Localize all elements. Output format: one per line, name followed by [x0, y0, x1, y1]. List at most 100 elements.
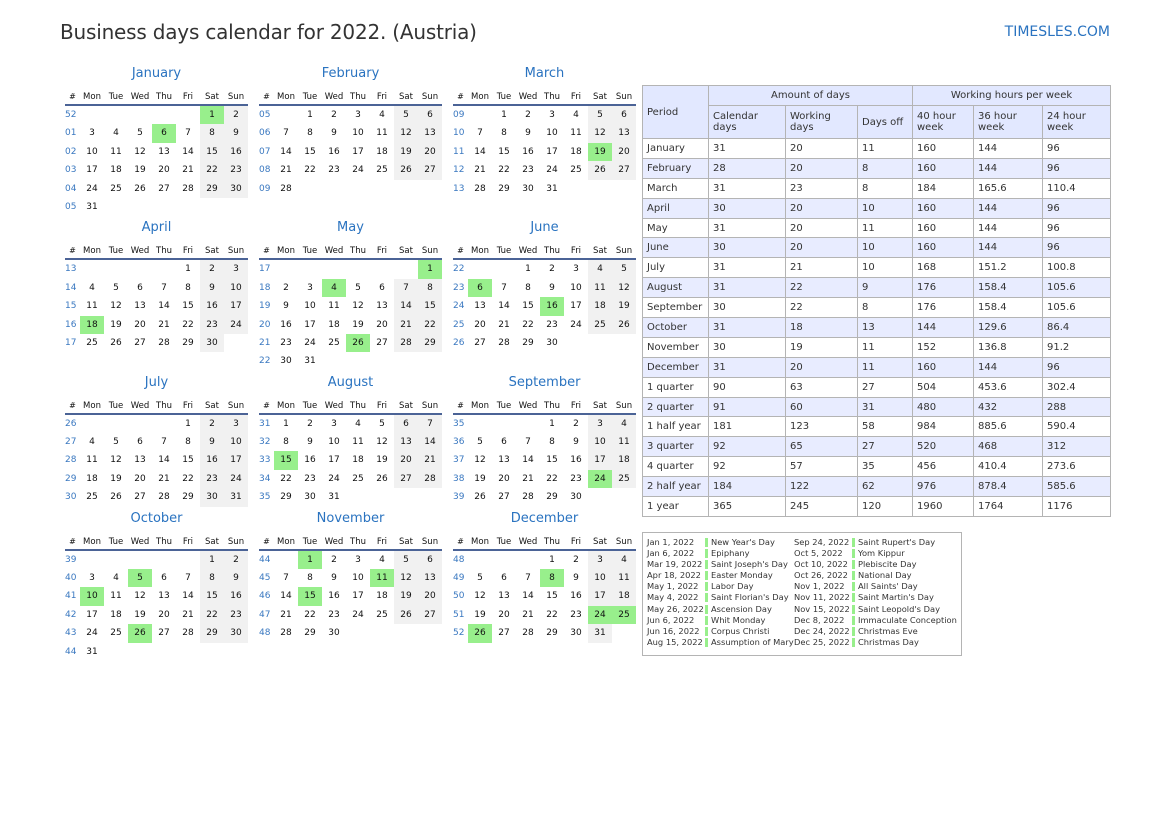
day[interactable]: 3 — [588, 414, 612, 434]
day[interactable]: 11 — [612, 569, 636, 588]
day[interactable]: 29 — [522, 337, 534, 348]
day[interactable]: 3 — [573, 264, 579, 275]
day[interactable]: 1 — [185, 418, 191, 429]
day[interactable]: 20 — [474, 319, 486, 330]
day[interactable]: 6 — [379, 282, 385, 293]
day[interactable]: 12 — [110, 301, 122, 312]
day[interactable]: 20 — [418, 587, 442, 606]
day[interactable]: 24 — [86, 628, 98, 639]
day[interactable]: 29 — [418, 333, 442, 353]
day[interactable]: 1 — [200, 550, 224, 570]
day[interactable]: 19 — [394, 587, 418, 606]
day[interactable]: 7 — [525, 573, 531, 584]
day[interactable]: 5 — [113, 282, 119, 293]
day[interactable]: 23 — [328, 609, 340, 620]
day[interactable]: 4 — [379, 110, 385, 120]
day[interactable]: 22 — [522, 319, 534, 330]
day[interactable]: 8 — [200, 569, 224, 588]
day[interactable]: 2 — [549, 264, 555, 275]
day[interactable]: 31 — [224, 488, 248, 507]
day[interactable]: 30 — [522, 183, 534, 194]
day[interactable]: 24 — [352, 609, 364, 620]
day[interactable]: 7 — [283, 128, 289, 139]
day[interactable]: 5 — [394, 106, 418, 125]
day[interactable]: 3 — [89, 128, 95, 139]
day[interactable]: 26 — [134, 183, 146, 194]
day[interactable]: 30 — [570, 492, 582, 503]
holiday-day[interactable]: 26 — [468, 624, 492, 643]
day[interactable]: 28 — [522, 492, 534, 503]
day[interactable]: 22 — [182, 319, 194, 330]
day[interactable]: 18 — [110, 609, 122, 620]
day[interactable]: 15 — [182, 301, 194, 312]
day[interactable]: 3 — [331, 418, 337, 429]
holiday-day[interactable]: 24 — [588, 469, 612, 489]
day[interactable]: 5 — [394, 550, 418, 570]
day[interactable]: 8 — [185, 437, 191, 448]
day[interactable]: 9 — [331, 573, 337, 584]
day[interactable]: 24 — [224, 315, 248, 334]
day[interactable]: 20 — [158, 165, 170, 176]
day[interactable]: 18 — [352, 455, 364, 466]
day[interactable]: 17 — [570, 301, 582, 312]
day[interactable]: 9 — [200, 433, 224, 452]
day[interactable]: 7 — [185, 573, 191, 584]
day[interactable]: 13 — [498, 591, 510, 602]
day[interactable]: 2 — [200, 414, 224, 434]
day[interactable]: 22 — [418, 315, 442, 334]
day[interactable]: 31 — [86, 646, 98, 657]
day[interactable]: 13 — [394, 433, 418, 452]
day[interactable]: 26 — [394, 161, 418, 180]
day[interactable]: 17 — [304, 319, 316, 330]
day[interactable]: 12 — [394, 124, 418, 143]
day[interactable]: 8 — [525, 282, 531, 293]
day[interactable]: 15 — [304, 146, 316, 157]
day[interactable]: 30 — [280, 356, 292, 367]
day[interactable]: 16 — [570, 455, 582, 466]
day[interactable]: 31 — [588, 624, 612, 643]
day[interactable]: 27 — [158, 183, 170, 194]
day[interactable]: 25 — [110, 628, 122, 639]
day[interactable]: 10 — [352, 128, 364, 139]
day[interactable]: 4 — [89, 282, 95, 293]
day[interactable]: 18 — [328, 319, 340, 330]
day[interactable]: 21 — [158, 319, 170, 330]
day[interactable]: 4 — [355, 418, 361, 429]
day[interactable]: 29 — [546, 492, 558, 503]
day[interactable]: 6 — [137, 282, 143, 293]
day[interactable]: 29 — [182, 492, 194, 503]
day[interactable]: 28 — [280, 183, 292, 194]
day[interactable]: 24 — [86, 183, 98, 194]
day[interactable]: 5 — [588, 106, 612, 125]
day[interactable]: 24 — [570, 319, 582, 330]
day[interactable]: 16 — [570, 591, 582, 602]
day[interactable]: 30 — [546, 337, 558, 348]
brand-link[interactable]: TIMESLES.COM — [1004, 24, 1110, 40]
day[interactable]: 30 — [570, 628, 582, 639]
day[interactable]: 22 — [280, 473, 292, 484]
day[interactable]: 15 — [200, 587, 224, 606]
day[interactable]: 20 — [134, 319, 146, 330]
holiday-day[interactable]: 4 — [322, 278, 346, 298]
day[interactable]: 11 — [352, 437, 364, 448]
day[interactable]: 10 — [304, 301, 316, 312]
day[interactable]: 5 — [612, 260, 636, 279]
day[interactable]: 28 — [182, 628, 194, 639]
day[interactable]: 28 — [522, 628, 534, 639]
day[interactable]: 19 — [352, 319, 364, 330]
day[interactable]: 20 — [418, 142, 442, 162]
day[interactable]: 23 — [328, 165, 340, 176]
day[interactable]: 1 — [307, 110, 313, 120]
day[interactable]: 4 — [612, 414, 636, 434]
day[interactable]: 4 — [113, 573, 119, 584]
day[interactable]: 30 — [200, 488, 224, 507]
holiday-day[interactable]: 15 — [298, 587, 322, 606]
day[interactable]: 24 — [328, 473, 340, 484]
day[interactable]: 11 — [376, 128, 388, 139]
day[interactable]: 14 — [498, 301, 510, 312]
day[interactable]: 31 — [546, 183, 558, 194]
day[interactable]: 29 — [200, 624, 224, 643]
day[interactable]: 14 — [182, 591, 194, 602]
day[interactable]: 14 — [394, 297, 418, 316]
day[interactable]: 5 — [477, 437, 483, 448]
